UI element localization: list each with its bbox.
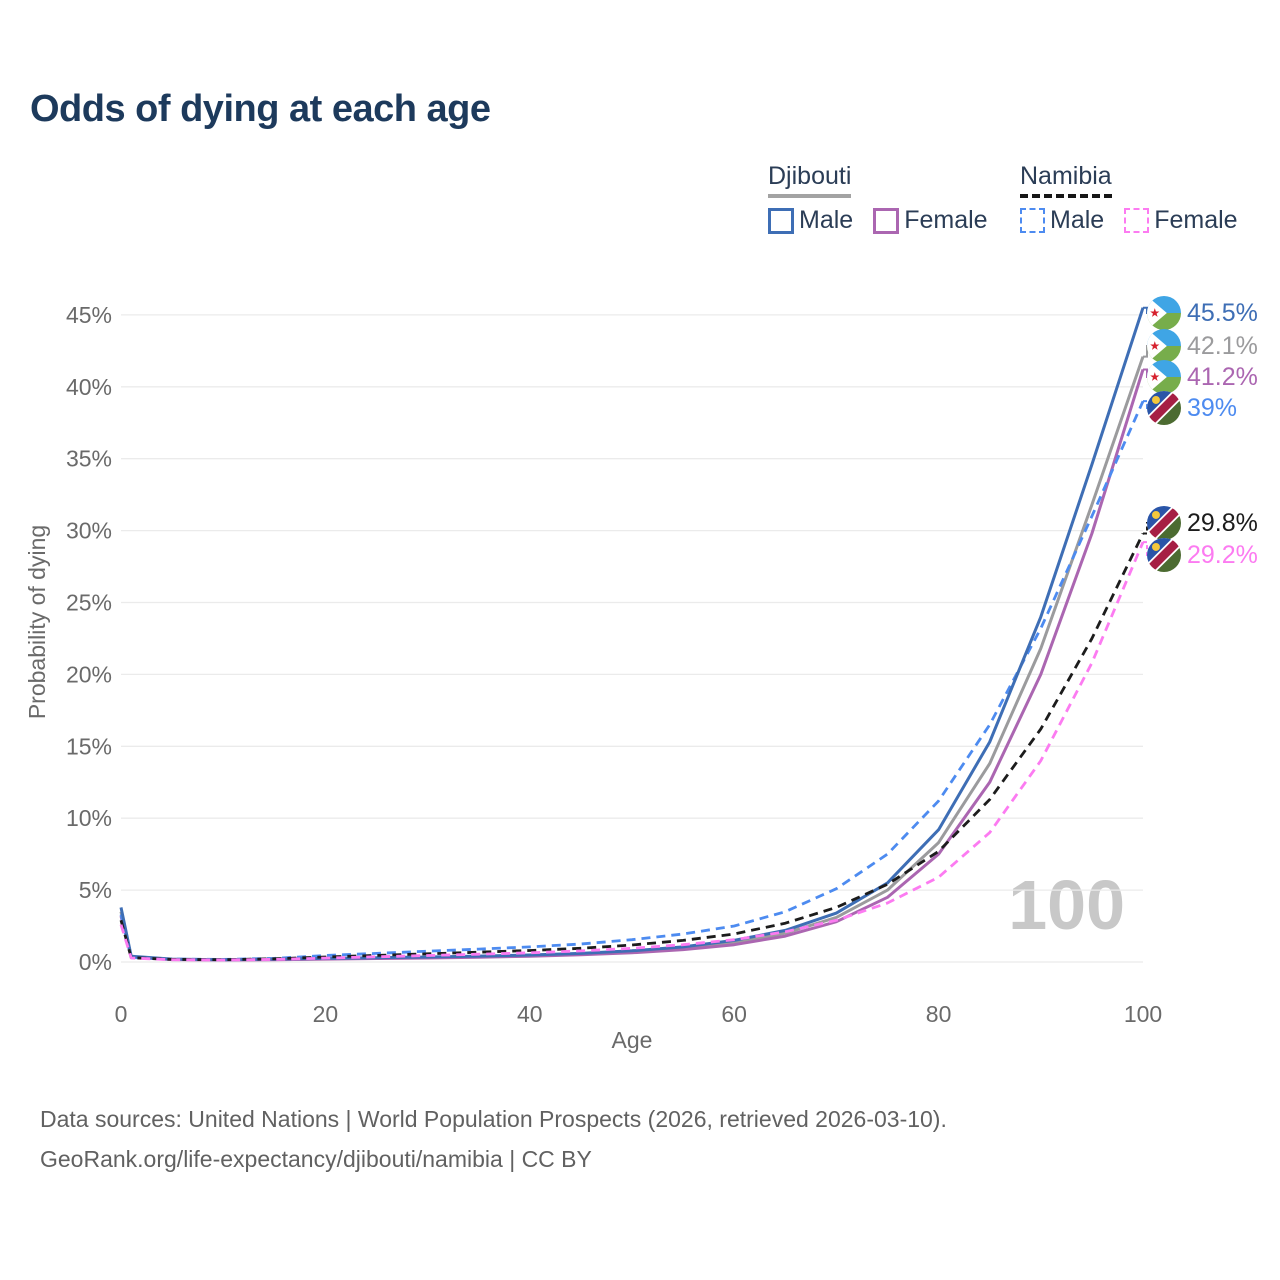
x-tick-label: 0 (115, 1001, 128, 1027)
label-connector-nam-female (1143, 541, 1153, 556)
djibouti-flag-icon (1147, 329, 1181, 363)
end-label-namibia-both: 29.8% (1147, 506, 1258, 540)
end-label-namibia-female: 29.2% (1147, 538, 1258, 572)
y-tick-label: 45% (66, 302, 112, 328)
legend-item-namibia-male[interactable]: Male (1020, 206, 1104, 235)
namibia-male-swatch-icon (1020, 208, 1045, 233)
page-title: Odds of dying at each age (30, 88, 491, 130)
series-line-nam-male (119, 400, 1145, 961)
legend-item-namibia-female[interactable]: Female (1124, 206, 1238, 235)
djibouti-male-swatch-icon (768, 207, 794, 234)
end-label-value: 42.1% (1187, 331, 1258, 360)
y-tick-label: 5% (79, 877, 112, 903)
x-axis-title: Age (612, 1027, 653, 1053)
data-sources-text: Data sources: United Nations | World Pop… (40, 1106, 947, 1132)
legend-item-label: Male (1050, 206, 1105, 234)
x-tick-label: 20 (313, 1001, 339, 1027)
y-tick-label: 30% (66, 518, 112, 544)
end-label-value: 45.5% (1187, 298, 1258, 327)
end-label-value: 29.2% (1187, 540, 1258, 569)
x-tick-label: 60 (721, 1001, 747, 1027)
djibouti-flag-icon (1147, 360, 1181, 394)
end-label-value: 39% (1187, 393, 1238, 422)
age-counter-watermark: 100 (1008, 866, 1125, 944)
y-tick-label: 40% (66, 374, 112, 400)
legend-country-djibouti: Djibouti (768, 162, 852, 198)
end-label-djibouti-male: 45.5% (1147, 296, 1258, 330)
y-tick-label: 25% (66, 590, 112, 616)
y-tick-label: 0% (79, 949, 112, 975)
x-tick-label: 80 (926, 1001, 952, 1027)
legend-item-djibouti-male[interactable]: Male (768, 206, 853, 235)
djibouti-female-swatch-icon (873, 207, 900, 234)
djibouti-flag-icon (1147, 296, 1181, 330)
legend-group-namibia: Namibia Male Female (1020, 162, 1238, 235)
y-tick-label: 10% (66, 805, 112, 831)
x-tick-label: 100 (1124, 1001, 1162, 1027)
namibia-flag-icon (1147, 506, 1181, 540)
namibia-female-swatch-icon (1124, 208, 1150, 233)
end-label-namibia-male: 39% (1147, 391, 1237, 425)
legend-item-label: Female (904, 206, 988, 234)
legend-group-djibouti: Djibouti Male Female (768, 162, 988, 235)
y-tick-label: 20% (66, 661, 112, 687)
end-label-djibouti-female: 41.2% (1147, 360, 1258, 394)
x-tick-label: 40 (517, 1001, 543, 1027)
label-connector-nam-male (1143, 400, 1153, 409)
series-line-dj-male (119, 307, 1145, 962)
series-line-nam-female (119, 541, 1145, 962)
end-label-djibouti-both: 42.1% (1147, 329, 1258, 363)
namibia-flag-icon (1147, 391, 1181, 425)
y-tick-label: 15% (66, 733, 112, 759)
end-label-value: 41.2% (1187, 362, 1258, 391)
legend-item-djibouti-female[interactable]: Female (873, 206, 988, 235)
legend-country-namibia: Namibia (1020, 162, 1112, 198)
end-label-value: 29.8% (1187, 508, 1258, 537)
legend-item-label: Male (799, 206, 854, 234)
legend-item-label: Female (1154, 206, 1238, 234)
attribution-text: GeoRank.org/life-expectancy/djibouti/nam… (40, 1146, 592, 1172)
namibia-flag-icon (1147, 538, 1181, 572)
series-line-dj-both (119, 356, 1145, 962)
y-tick-label: 35% (66, 446, 112, 472)
y-axis-title: Probability of dying (24, 525, 50, 719)
